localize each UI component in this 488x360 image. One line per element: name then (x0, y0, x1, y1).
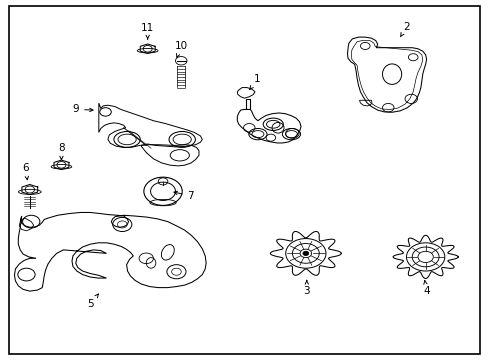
Text: 5: 5 (87, 294, 98, 309)
Text: 6: 6 (22, 163, 29, 180)
Text: 2: 2 (400, 22, 409, 37)
Text: 9: 9 (72, 104, 93, 114)
Text: 10: 10 (174, 41, 187, 57)
Circle shape (303, 251, 308, 256)
Text: 7: 7 (174, 191, 194, 201)
Text: 11: 11 (141, 23, 154, 39)
Text: 4: 4 (423, 280, 429, 296)
Text: 3: 3 (303, 280, 309, 296)
Text: 1: 1 (249, 75, 260, 90)
Text: 8: 8 (58, 143, 64, 159)
